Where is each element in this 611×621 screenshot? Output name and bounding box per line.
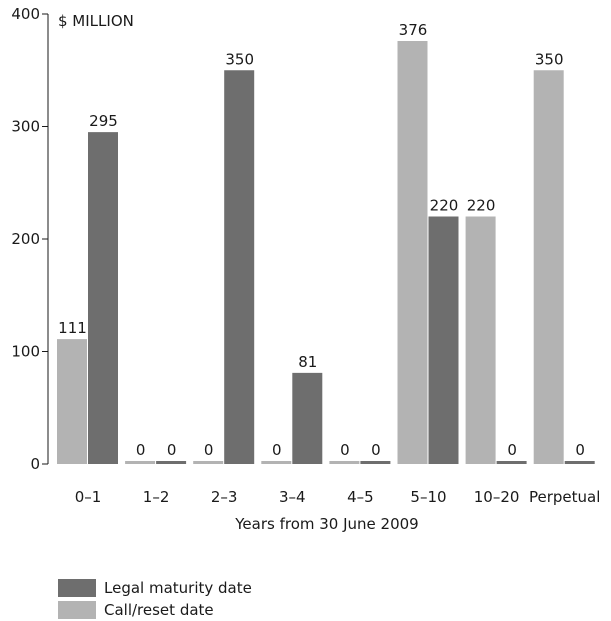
x-tick-label: 1–2 [143, 488, 170, 506]
bar [465, 216, 496, 464]
legend-swatch-call-reset [58, 601, 96, 619]
bars: 111 295 0 0 0 350 0 81 0 0 376 220 220 0 350 0 [57, 21, 595, 464]
bar-value-label: 0 [371, 441, 381, 459]
bar-value-label: 350 [225, 50, 254, 68]
bar [397, 41, 428, 464]
legend-item-call-reset: Call/reset date [58, 599, 252, 621]
y-ticks: 0 100 200 300 400 [11, 5, 48, 473]
bar [292, 372, 323, 464]
bar [261, 461, 292, 464]
x-tick-label: 3–4 [279, 488, 306, 506]
bar [428, 216, 459, 464]
bar-value-label: 0 [507, 441, 517, 459]
bar-value-label: 376 [399, 21, 428, 39]
bar [224, 70, 255, 464]
bar-value-label: 0 [272, 441, 282, 459]
bar-value-label: 295 [89, 112, 118, 130]
y-tick-label: 0 [30, 455, 40, 473]
bar [360, 461, 391, 464]
legend-item-legal-maturity: Legal maturity date [58, 577, 252, 599]
y-tick-label: 200 [11, 230, 40, 248]
bar-value-label: 0 [204, 441, 214, 459]
bar [496, 461, 527, 464]
x-axis-title: Years from 30 June 2009 [234, 515, 418, 533]
x-tick-label: 0–1 [75, 488, 102, 506]
x-tick-label: 2–3 [211, 488, 238, 506]
x-tick-label: Perpetual [529, 488, 600, 506]
y-tick-label: 100 [11, 343, 40, 361]
bar-value-label: 220 [430, 197, 459, 215]
bar-value-label: 81 [298, 353, 317, 371]
bar-value-label: 220 [467, 197, 496, 215]
bar [564, 461, 595, 464]
bar-value-label: 0 [167, 441, 177, 459]
bar [533, 70, 564, 464]
unit-label: $ MILLION [58, 12, 134, 30]
legend: Legal maturity date Call/reset date [58, 577, 252, 621]
bar [57, 339, 87, 464]
x-tick-label: 10–20 [474, 488, 520, 506]
bar [125, 461, 156, 464]
y-tick-label: 400 [11, 5, 40, 23]
x-ticks: 0–1 1–2 2–3 3–4 4–5 5–10 10–20 Perpetual [75, 488, 601, 506]
legend-label-legal-maturity: Legal maturity date [104, 579, 252, 597]
bar [88, 132, 118, 464]
bar-value-label: 0 [136, 441, 146, 459]
bar-value-label: 350 [535, 50, 564, 68]
bar [329, 461, 360, 464]
bar-value-label: 111 [58, 319, 87, 337]
bar [156, 461, 187, 464]
x-tick-label: 4–5 [347, 488, 374, 506]
bar [193, 461, 224, 464]
bar-value-label: 0 [575, 441, 585, 459]
bar-value-label: 0 [340, 441, 350, 459]
legend-label-call-reset: Call/reset date [104, 601, 214, 619]
legend-swatch-legal-maturity [58, 579, 96, 597]
x-tick-label: 5–10 [410, 488, 446, 506]
y-tick-label: 300 [11, 118, 40, 136]
